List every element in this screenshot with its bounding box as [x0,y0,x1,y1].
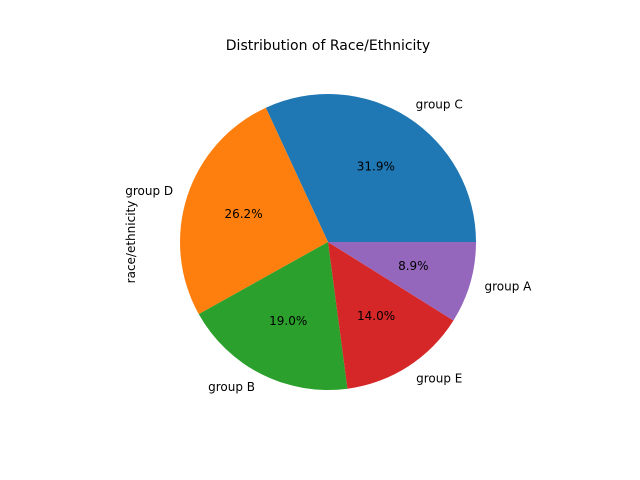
y-axis-label: race/ethnicity [124,201,138,284]
percentage-label-group-c: 31.9% [357,160,395,174]
category-label-group-d: group D [125,184,173,198]
category-label-group-c: group C [416,97,463,111]
percentage-label-group-d: 26.2% [224,207,262,221]
percentage-label-group-a: 8.9% [398,259,429,273]
percentage-label-group-e: 14.0% [357,309,395,323]
pie-slice-group-b [198,242,348,390]
percentage-labels: 31.9% 26.2% 19.0% 14.0% 8.9% [224,160,428,328]
category-label-group-a: group A [484,279,532,293]
chart-title: Distribution of Race/Ethnicity [226,38,430,54]
percentage-label-group-b: 19.0% [269,314,307,328]
category-label-group-b: group B [208,380,255,394]
pie-slice-group-a [328,242,476,321]
pie-slice-group-e [328,242,454,389]
category-labels: group C group D group B group E group A [125,97,532,394]
pie-slice-group-c [265,93,476,242]
pie-slice-group-d [180,107,328,315]
pie-slices [180,93,476,390]
category-label-group-e: group E [416,371,462,385]
